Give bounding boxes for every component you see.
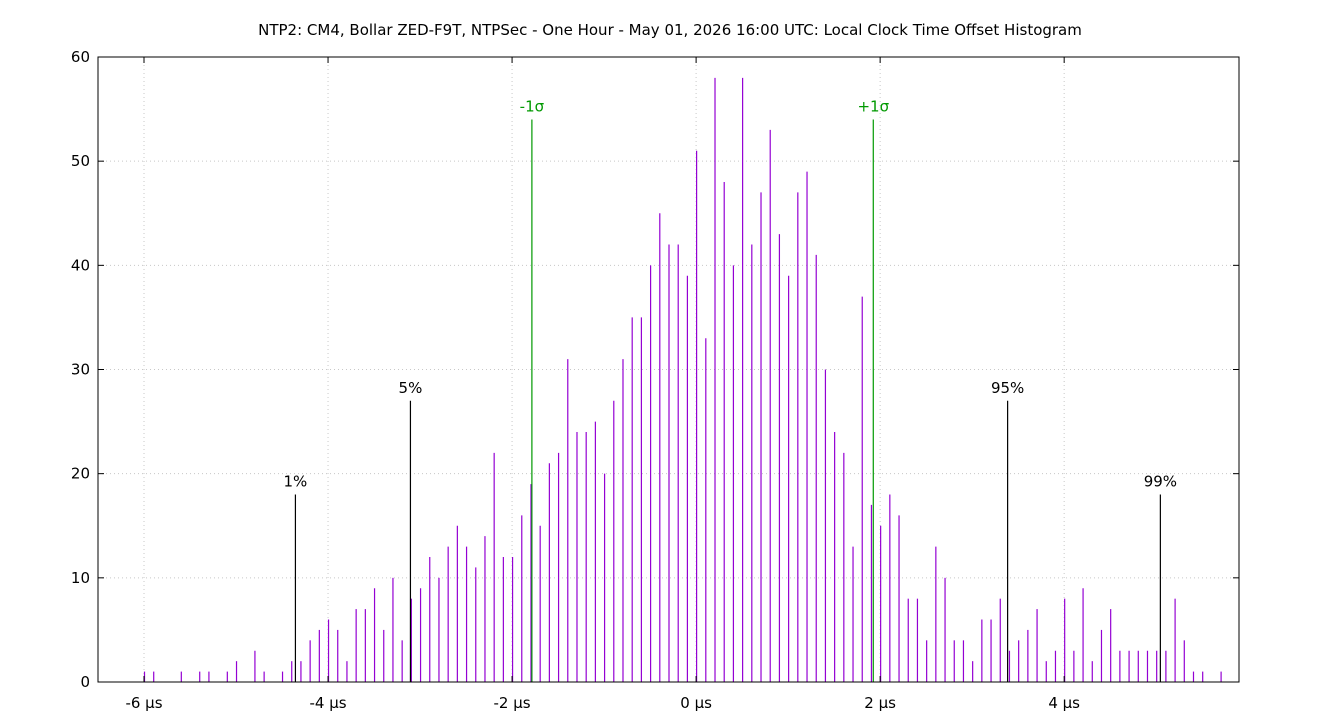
y-tick-label: 50 [71, 152, 90, 170]
x-tick-label: 4 µs [1048, 694, 1080, 712]
chart-title: NTP2: CM4, Bollar ZED-F9T, NTPSec - One … [258, 21, 1082, 39]
marker-lines: 1% 5% -1σ +1σ 95% 99% [284, 98, 1177, 682]
x-tick-label: -4 µs [309, 694, 346, 712]
y-tick-label: 60 [71, 48, 90, 66]
marker-label: 95% [991, 379, 1024, 397]
x-tick-label: -2 µs [494, 694, 531, 712]
y-tick-label: 40 [71, 256, 90, 274]
y-tick-label: 0 [80, 673, 90, 691]
marker-label: 99% [1144, 473, 1177, 491]
y-tick-label: 20 [71, 465, 90, 483]
x-tick-label: 0 µs [680, 694, 712, 712]
y-tick-label: 30 [71, 361, 90, 379]
y-tick-label: 10 [71, 569, 90, 587]
x-tick-label: 2 µs [864, 694, 896, 712]
marker-label: +1σ [857, 98, 889, 116]
histogram-bars [143, 77, 1222, 682]
marker-label: -1σ [520, 98, 545, 116]
marker-label: 5% [399, 379, 423, 397]
x-tick-label: -6 µs [125, 694, 162, 712]
axis-ticks: -6 µs -4 µs -2 µs 0 µs 2 µs 4 µs 0 10 20 30 40 50 60 [71, 48, 1239, 712]
marker-label: 1% [284, 473, 308, 491]
